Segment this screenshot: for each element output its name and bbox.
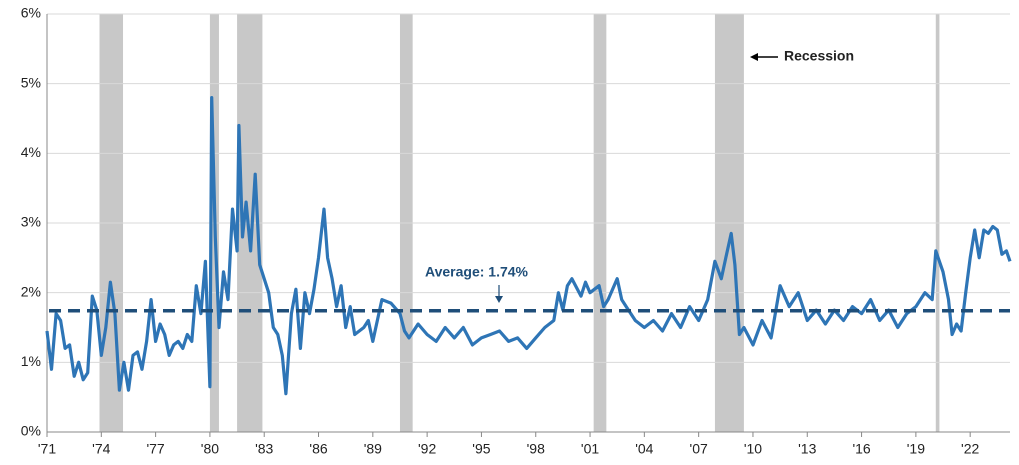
x-tick-label: '74 xyxy=(92,441,110,457)
x-tick-label: '01 xyxy=(581,441,599,457)
legend-arrowhead xyxy=(750,53,758,61)
x-tick-label: '04 xyxy=(635,441,653,457)
x-tick-label: '22 xyxy=(961,441,979,457)
x-tick-label: '86 xyxy=(309,441,327,457)
x-tick-label: '16 xyxy=(852,441,870,457)
grid-layer: 0% 1% 2% 3% 4% 5% 6% '71 '74 '77 '80 '83 '86 '89 '92 '9… xyxy=(21,5,1010,457)
y-tick-label: 1% xyxy=(21,353,41,369)
x-tick-label: '77 xyxy=(146,441,164,457)
x-tick-label: '71 xyxy=(38,441,56,457)
x-tick-label: '98 xyxy=(527,441,545,457)
x-tick-label: '80 xyxy=(201,441,219,457)
y-tick-label: 5% xyxy=(21,74,41,90)
y-tick-label: 2% xyxy=(21,283,41,299)
x-tick-label: '19 xyxy=(907,441,925,457)
y-tick-label: 0% xyxy=(21,423,41,439)
x-tick-label: '92 xyxy=(418,441,436,457)
y-tick-label: 3% xyxy=(21,214,41,230)
x-tick-label: '83 xyxy=(255,441,273,457)
x-tick-label: '95 xyxy=(472,441,490,457)
x-tick-label: '89 xyxy=(364,441,382,457)
annotation-arrowhead xyxy=(495,296,503,303)
x-tick-label: '10 xyxy=(744,441,762,457)
average-annotation: Average: 1.74% xyxy=(425,264,529,280)
x-tick-label: '07 xyxy=(690,441,708,457)
x-tick-label: '13 xyxy=(798,441,816,457)
y-tick-label: 4% xyxy=(21,144,41,160)
data-layer xyxy=(45,96,1012,396)
data-line xyxy=(45,96,1012,396)
recession-legend: Recession xyxy=(784,48,854,64)
y-tick-label: 6% xyxy=(21,5,41,21)
